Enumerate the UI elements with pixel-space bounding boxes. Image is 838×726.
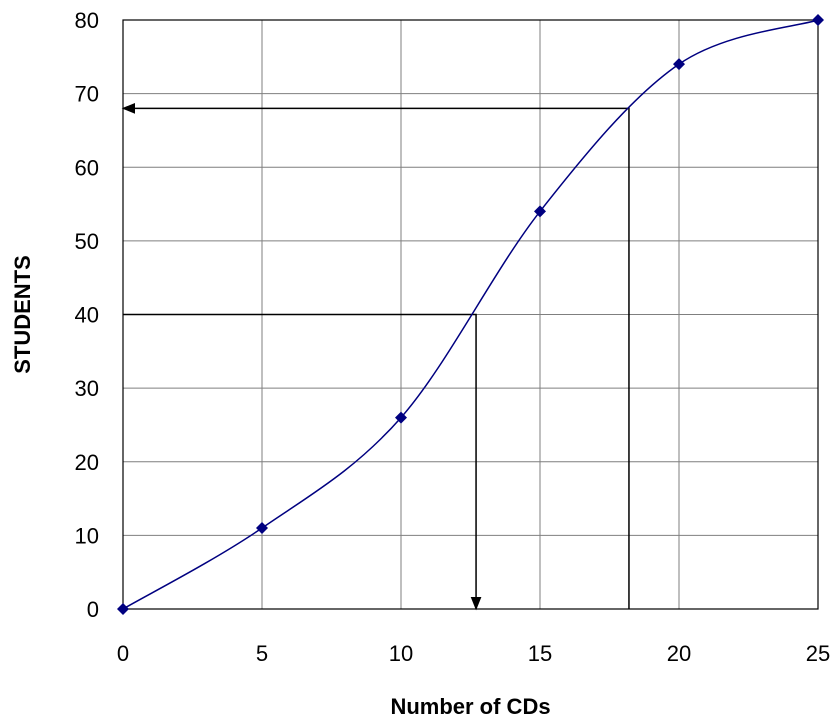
y-tick-label: 80	[75, 8, 99, 33]
y-tick-label: 50	[75, 229, 99, 254]
y-tick-label: 20	[75, 450, 99, 475]
data-point-marker	[673, 58, 685, 71]
y-tick-label: 60	[75, 155, 99, 180]
y-tick-label: 0	[87, 597, 99, 622]
x-tick-label: 15	[528, 641, 552, 666]
data-point-marker	[395, 411, 407, 424]
series	[117, 14, 824, 615]
y-tick-label: 30	[75, 376, 99, 401]
median-guide-arrow	[123, 313, 482, 611]
y-axis-title: STUDENTS	[10, 255, 35, 374]
data-point-marker	[256, 522, 268, 535]
x-tick-label: 25	[806, 641, 830, 666]
x-tick-label: 10	[389, 641, 413, 666]
y-tick-label: 10	[75, 523, 99, 548]
y-tick-label: 70	[75, 82, 99, 107]
tick-labels: 0 5 10 15 20 25 0 10 20 30 40 50 60 70 80	[75, 8, 831, 666]
series-line	[122, 19, 819, 610]
y-tick-label: 40	[75, 303, 99, 328]
x-axis-title: Number of CDs	[390, 694, 550, 719]
data-point-marker	[812, 14, 824, 26]
percentile-guide-arrow	[121, 102, 630, 609]
x-tick-label: 0	[117, 641, 129, 666]
reading-guides	[121, 102, 630, 611]
x-tick-label: 5	[256, 641, 268, 666]
x-tick-label: 20	[667, 641, 691, 666]
data-point-marker	[534, 205, 546, 218]
data-point-marker	[117, 603, 129, 615]
